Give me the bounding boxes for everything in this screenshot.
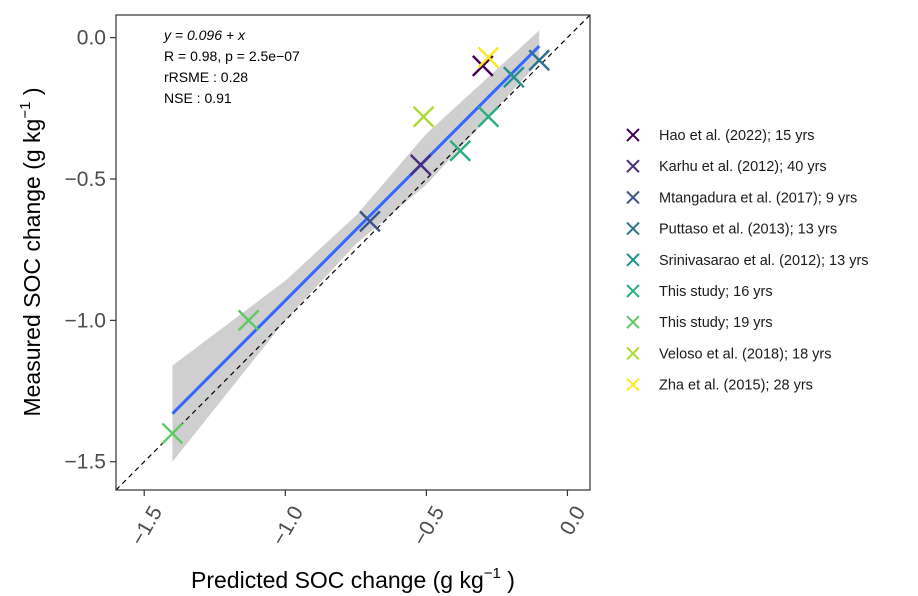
legend-item: Karhu et al. (2012); 40 yrs — [626, 159, 827, 175]
data-point — [237, 309, 260, 332]
legend-item: Puttaso et al. (2013); 13 yrs — [626, 222, 837, 238]
legend-label: Srinivasarao et al. (2012); 13 yrs — [659, 253, 869, 269]
data-point — [359, 210, 381, 233]
y-tick-label: −1.5 — [65, 451, 106, 474]
plot-panel-border — [115, 14, 591, 491]
x-tick-label: −1.5 — [126, 502, 167, 549]
plot-area — [116, 15, 590, 490]
data-point — [477, 105, 500, 128]
y-tick-label: 0.0 — [77, 27, 106, 50]
y-axis-title-sup: −1 — [17, 102, 34, 119]
data-point — [528, 49, 551, 72]
legend-label: Puttaso et al. (2013); 13 yrs — [659, 222, 837, 238]
data-point — [502, 66, 525, 89]
legend-item: This study; 19 yrs — [626, 315, 773, 331]
legend-item: This study; 16 yrs — [626, 284, 773, 300]
correlation-text: R = 0.98, p = 2.5e−07 — [164, 48, 300, 64]
data-point — [412, 105, 435, 128]
legend-label: Veloso et al. (2018); 18 yrs — [659, 346, 832, 362]
legend: Hao et al. (2022); 15 yrs Karhu et al. (2… — [626, 128, 869, 394]
rrsme-text: rRSME : 0.28 — [164, 69, 248, 85]
data-point — [449, 139, 472, 162]
legend-item: Mtangadura et al. (2017); 9 yrs — [626, 190, 857, 206]
x-axis-title-main: Predicted SOC change (g kg — [191, 567, 484, 593]
axes: −1.5 −1.0 −0.5 0.0 −1.5 −1.0 −0.5 0.0 — [65, 27, 591, 550]
y-tick-label: −1.0 — [65, 309, 106, 332]
x-tick-label: −0.5 — [409, 502, 450, 549]
stats-annotation: y = 0.096 + x R = 0.98, p = 2.5e−07 rRSM… — [163, 27, 300, 106]
data-point — [161, 422, 184, 445]
x-axis-title-end: ) — [501, 567, 515, 593]
legend-label: This study; 16 yrs — [659, 284, 773, 300]
data-point — [409, 154, 432, 176]
y-axis-title-main: Measured SOC change (g kg — [19, 119, 45, 417]
reference-line-1to1 — [116, 15, 590, 490]
x-tick-label: 0.0 — [556, 502, 591, 539]
legend-item: Zha et al. (2015); 28 yrs — [626, 378, 813, 394]
y-axis-title: Measured SOC change (g kg−1 ) — [17, 87, 45, 416]
x-axis-title: Predicted SOC change (g kg−1 ) — [191, 565, 515, 593]
equation-text: y = 0.096 + x — [163, 27, 246, 43]
y-tick-label: −0.5 — [65, 168, 106, 191]
legend-label: Zha et al. (2015); 28 yrs — [659, 378, 813, 394]
legend-item: Hao et al. (2022); 15 yrs — [626, 128, 815, 144]
legend-label: This study; 19 yrs — [659, 315, 773, 331]
y-axis-title-end: ) — [19, 87, 45, 101]
legend-item: Srinivasarao et al. (2012); 13 yrs — [626, 253, 869, 269]
x-axis-title-sup: −1 — [484, 565, 501, 582]
legend-label: Hao et al. (2022); 15 yrs — [659, 128, 815, 144]
legend-label: Mtangadura et al. (2017); 9 yrs — [659, 190, 857, 206]
data-point — [477, 46, 500, 69]
legend-item: Veloso et al. (2018); 18 yrs — [626, 346, 832, 362]
nse-text: NSE : 0.91 — [164, 90, 232, 106]
x-tick-label: −1.0 — [267, 502, 308, 549]
legend-label: Karhu et al. (2012); 40 yrs — [659, 159, 827, 175]
